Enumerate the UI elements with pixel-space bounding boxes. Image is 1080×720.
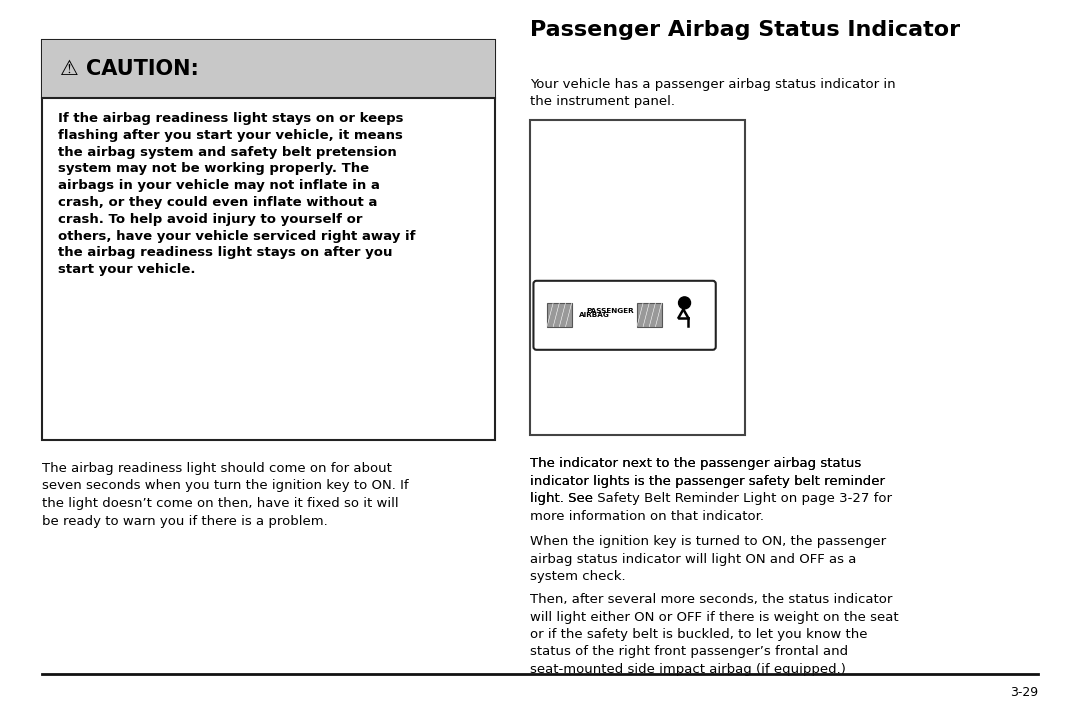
Text: If the airbag readiness light stays on or keeps
flashing after you start your ve: If the airbag readiness light stays on o… [58, 112, 416, 276]
Text: 3-29: 3-29 [1010, 685, 1038, 698]
Text: Your vehicle has a passenger airbag status indicator in
the instrument panel.: Your vehicle has a passenger airbag stat… [530, 78, 895, 109]
Bar [530, 120, 745, 435]
Text: The indicator next to the passenger airbag status
indicator lights is the passen: The indicator next to the passenger airb… [530, 457, 892, 523]
Bar [637, 302, 662, 327]
Text: PASSENGER: PASSENGER [586, 308, 634, 314]
Text: The indicator next to the passenger airbag status
indicator lights is the passen: The indicator next to the passenger airb… [530, 457, 885, 505]
FancyBboxPatch shape [534, 281, 716, 350]
Text: AIRBAG: AIRBAG [579, 312, 609, 318]
Bar [42, 40, 495, 440]
Text: ⚠ CAUTION:: ⚠ CAUTION: [60, 59, 199, 79]
Bar [548, 302, 571, 327]
Bar [42, 40, 495, 98]
Text: When the ignition key is turned to ON, the passenger
airbag status indicator wil: When the ignition key is turned to ON, t… [530, 535, 886, 583]
Text: Then, after several more seconds, the status indicator
will light either ON or O: Then, after several more seconds, the st… [530, 593, 899, 676]
Circle shape [678, 297, 690, 309]
Text: Passenger Airbag Status Indicator: Passenger Airbag Status Indicator [530, 20, 960, 40]
Text: The airbag readiness light should come on for about
seven seconds when you turn : The airbag readiness light should come o… [42, 462, 408, 528]
